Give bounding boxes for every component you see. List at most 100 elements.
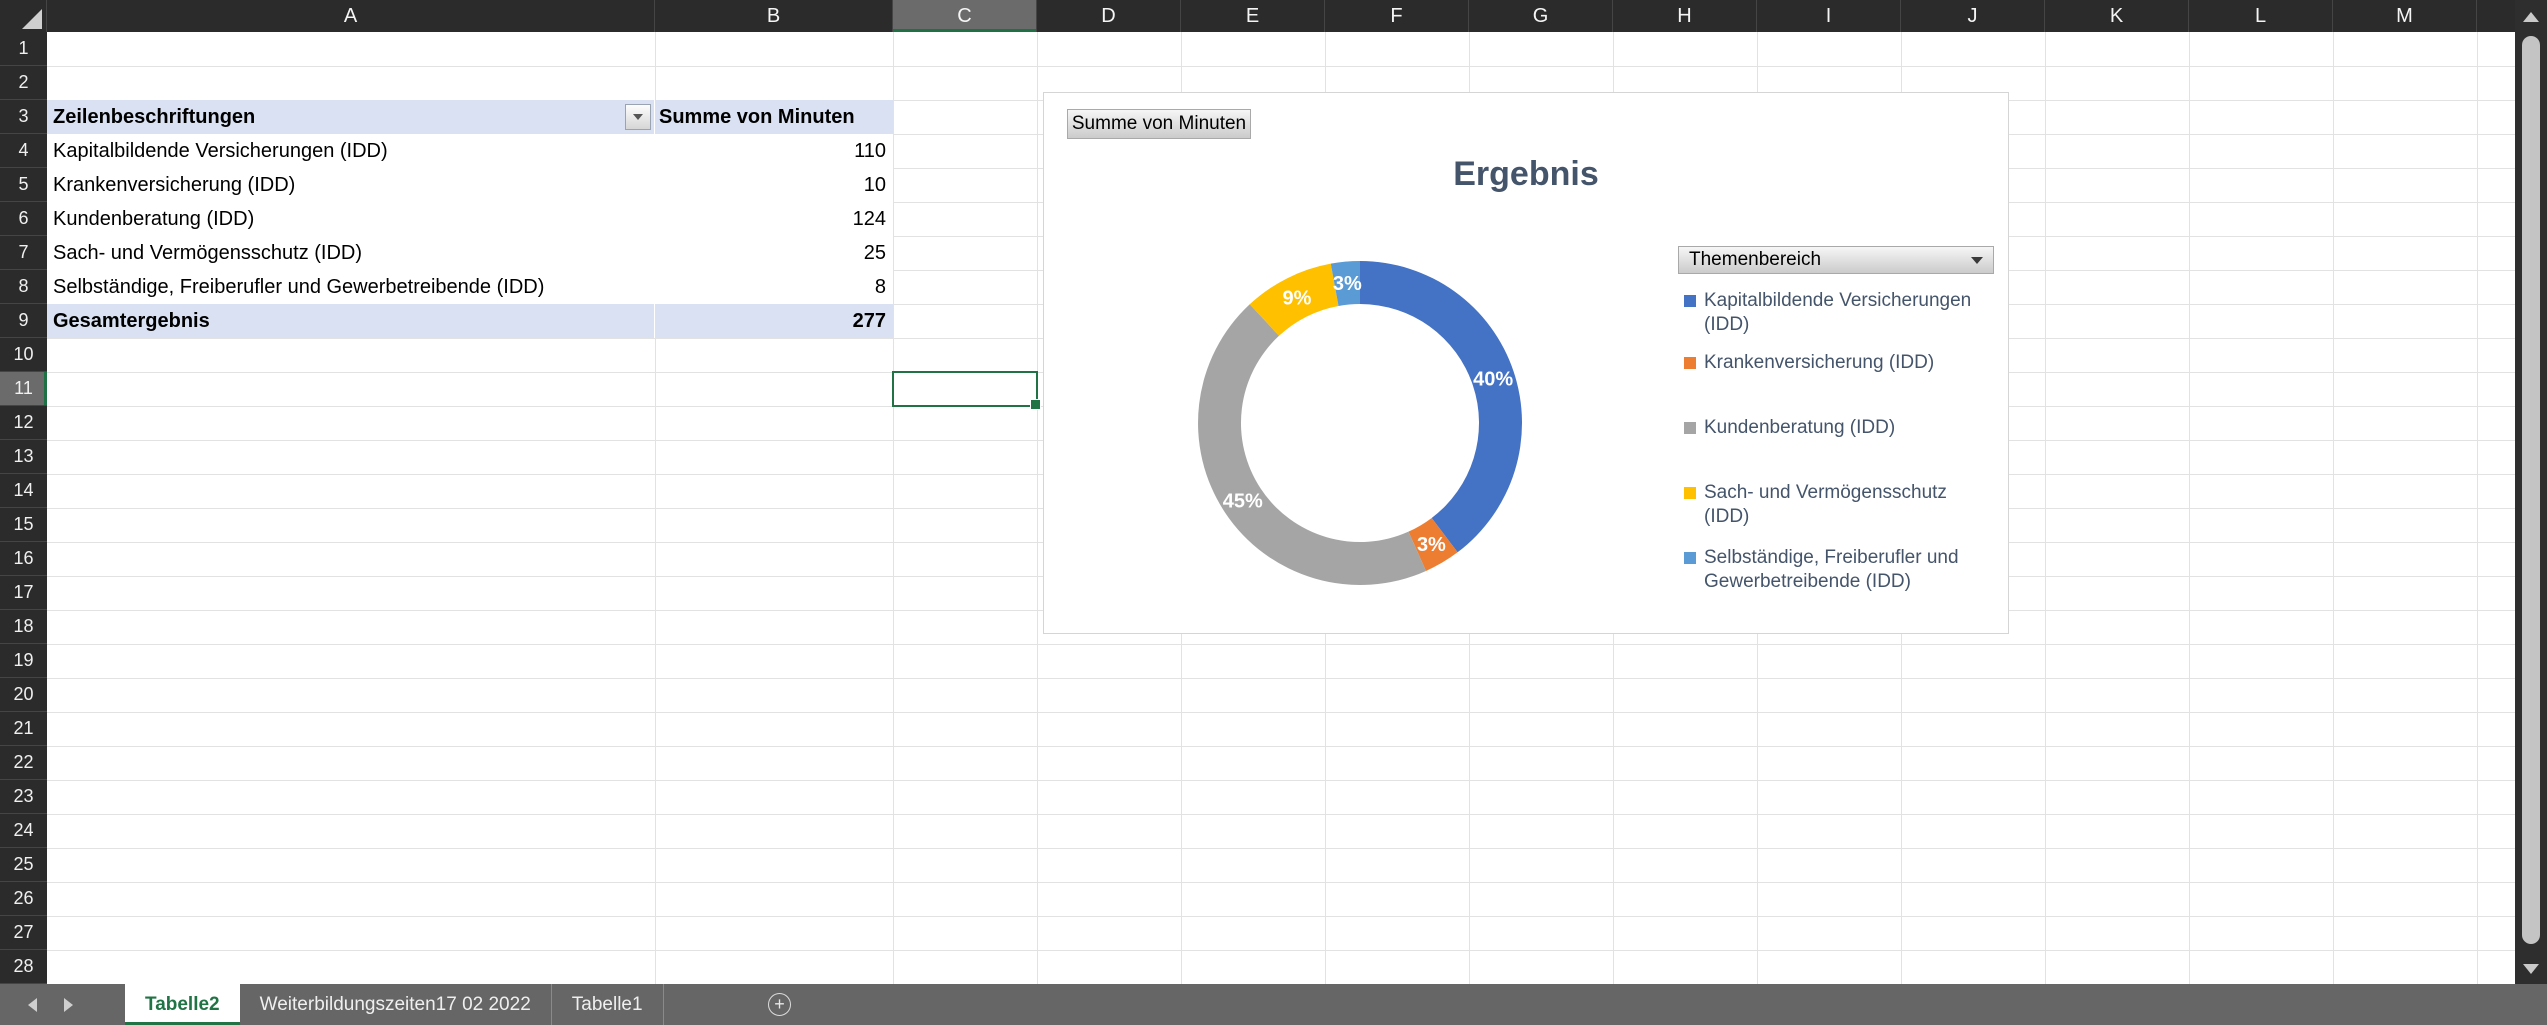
scroll-up-icon[interactable] [2523, 12, 2539, 22]
row-header-23[interactable]: 23 [0, 780, 47, 814]
legend-item[interactable]: Krankenversicherung (IDD) [1684, 351, 1992, 375]
pivot-chart[interactable]: 40% 3% 45% 9% 3% Ergebnis Summe von Minuten … [1043, 92, 2009, 634]
percent-data-label: 45% [1223, 491, 1263, 513]
pivot-row-label[interactable]: Kapitalbildende Versicherungen (IDD) [53, 139, 388, 162]
legend-item[interactable]: Selbständige, Freiberufler und Gewerbetr… [1684, 546, 1992, 594]
row-header-24[interactable]: 24 [0, 814, 47, 848]
pivot-row-label[interactable]: Selbständige, Freiberufler und Gewerbetr… [53, 275, 545, 298]
row-header-3[interactable]: 3 [0, 100, 47, 134]
row-header-14[interactable]: 14 [0, 474, 47, 508]
column-header-I[interactable]: I [1757, 0, 1901, 32]
column-header-D[interactable]: D [1037, 0, 1181, 32]
row-header-5[interactable]: 5 [0, 168, 47, 202]
fill-handle[interactable] [1030, 399, 1041, 410]
pivot-row-label[interactable]: Krankenversicherung (IDD) [53, 173, 296, 196]
pivot-row-value[interactable]: 8 [874, 275, 886, 298]
chart-title: Ergebnis [1453, 155, 1599, 193]
pivot-header-rows-label[interactable]: Zeilenbeschriftungen [47, 100, 655, 134]
gridline [47, 916, 2515, 917]
row-header-13[interactable]: 13 [0, 440, 47, 474]
tab-scroll-right-icon[interactable] [64, 998, 73, 1012]
legend-item[interactable]: Kapitalbildende Versicherungen (IDD) [1684, 289, 1992, 337]
row-header-27[interactable]: 27 [0, 916, 47, 950]
gridline [47, 678, 2515, 679]
row-header-26[interactable]: 26 [0, 882, 47, 916]
chart-legend: Kapitalbildende Versicherungen (IDD) Kran… [1044, 93, 2008, 633]
select-all-corner[interactable] [0, 0, 47, 32]
pivot-row-value[interactable]: 25 [863, 241, 886, 264]
chevron-down-icon [1971, 256, 1983, 264]
pivot-total-value[interactable]: 277 [852, 309, 886, 332]
vertical-scrollbar-thumb[interactable] [2522, 36, 2540, 944]
pivot-data-row[interactable]: Sach- und Vermögensschutz (IDD) 25 [47, 236, 893, 270]
add-sheet-button[interactable]: + [768, 993, 791, 1016]
row-header-9[interactable]: 9 [0, 304, 47, 338]
pivot-row-value[interactable]: 124 [852, 207, 886, 230]
chart-legend-field-button[interactable]: Themenbereich [1678, 246, 1994, 274]
row-header-12[interactable]: 12 [0, 406, 47, 440]
row-header-19[interactable]: 19 [0, 644, 47, 678]
pivot-row-label[interactable]: Kundenberatung (IDD) [53, 207, 255, 230]
column-header-K[interactable]: K [2045, 0, 2189, 32]
row-header-10[interactable]: 10 [0, 338, 47, 372]
row-header-11[interactable]: 11 [0, 372, 47, 406]
pivot-header-values-label[interactable]: Summe von Minuten [659, 105, 855, 128]
donut-segment-3[interactable] [1198, 304, 1426, 585]
pivot-data-row[interactable]: Kundenberatung (IDD) 124 [47, 202, 893, 236]
pivot-row-label[interactable]: Sach- und Vermögensschutz (IDD) [53, 241, 363, 264]
pivot-total-row[interactable]: Gesamtergebnis 277 [47, 304, 893, 338]
donut-segment-2[interactable] [1408, 517, 1458, 571]
row-header-28[interactable]: 28 [0, 950, 47, 984]
row-header-15[interactable]: 15 [0, 508, 47, 542]
pivot-data-row[interactable]: Kapitalbildende Versicherungen (IDD) 110 [47, 134, 893, 168]
column-header-A[interactable]: A [47, 0, 655, 32]
legend-item[interactable]: Sach- und Vermögensschutz (IDD) [1684, 481, 1992, 529]
row-header-1[interactable]: 1 [0, 32, 47, 66]
pivot-data-row[interactable]: Krankenversicherung (IDD) 10 [47, 168, 893, 202]
row-header-18[interactable]: 18 [0, 610, 47, 644]
row-header-20[interactable]: 20 [0, 678, 47, 712]
sheet-tab-tabelle1[interactable]: Tabelle1 [552, 984, 664, 1025]
row-header-21[interactable]: 21 [0, 712, 47, 746]
column-header-G[interactable]: G [1469, 0, 1613, 32]
row-header-16[interactable]: 16 [0, 542, 47, 576]
gridline [47, 848, 2515, 849]
tab-scroll-left-icon[interactable] [28, 998, 37, 1012]
row-header-17[interactable]: 17 [0, 576, 47, 610]
sheet-tab-weiterbildungszeiten17-02-2022[interactable]: Weiterbildungszeiten17 02 2022 [240, 984, 552, 1025]
row-header-25[interactable]: 25 [0, 848, 47, 882]
column-header-J[interactable]: J [1901, 0, 2045, 32]
column-header-M[interactable]: M [2333, 0, 2477, 32]
plus-icon: + [774, 994, 785, 1014]
column-header-C[interactable]: C [893, 0, 1037, 32]
row-header-22[interactable]: 22 [0, 746, 47, 780]
column-header-L[interactable]: L [2189, 0, 2333, 32]
chart-values-field-button[interactable]: Summe von Minuten [1067, 109, 1251, 139]
column-header-H[interactable]: H [1613, 0, 1757, 32]
scroll-down-icon[interactable] [2523, 964, 2539, 974]
pivot-total-label[interactable]: Gesamtergebnis [47, 304, 655, 338]
row-header-8[interactable]: 8 [0, 270, 47, 304]
row-header-7[interactable]: 7 [0, 236, 47, 270]
selected-cell[interactable] [892, 371, 1041, 410]
donut-segment-5[interactable] [1330, 261, 1360, 306]
column-header-F[interactable]: F [1325, 0, 1469, 32]
filter-dropdown-button[interactable] [625, 104, 651, 130]
legend-item[interactable]: Kundenberatung (IDD) [1684, 416, 1992, 440]
column-header-E[interactable]: E [1181, 0, 1325, 32]
gridline [47, 814, 2515, 815]
pivot-header-row[interactable]: Zeilenbeschriftungen Summe von Minuten [47, 100, 893, 134]
pivot-row-value[interactable]: 110 [854, 139, 886, 162]
column-header-B[interactable]: B [655, 0, 893, 32]
pivot-row-value[interactable]: 10 [863, 173, 886, 196]
row-header-4[interactable]: 4 [0, 134, 47, 168]
pivot-data-row[interactable]: Selbständige, Freiberufler und Gewerbetr… [47, 270, 893, 304]
donut-segment-1[interactable] [1360, 261, 1522, 553]
sheet-tab-tabelle2[interactable]: Tabelle2 [125, 984, 240, 1025]
vertical-scrollbar[interactable] [2515, 0, 2547, 984]
row-header-6[interactable]: 6 [0, 202, 47, 236]
row-header-2[interactable]: 2 [0, 66, 47, 100]
pivot-table[interactable]: Zeilenbeschriftungen Summe von Minuten Kap… [47, 100, 893, 338]
donut-segment-4[interactable] [1249, 263, 1339, 336]
